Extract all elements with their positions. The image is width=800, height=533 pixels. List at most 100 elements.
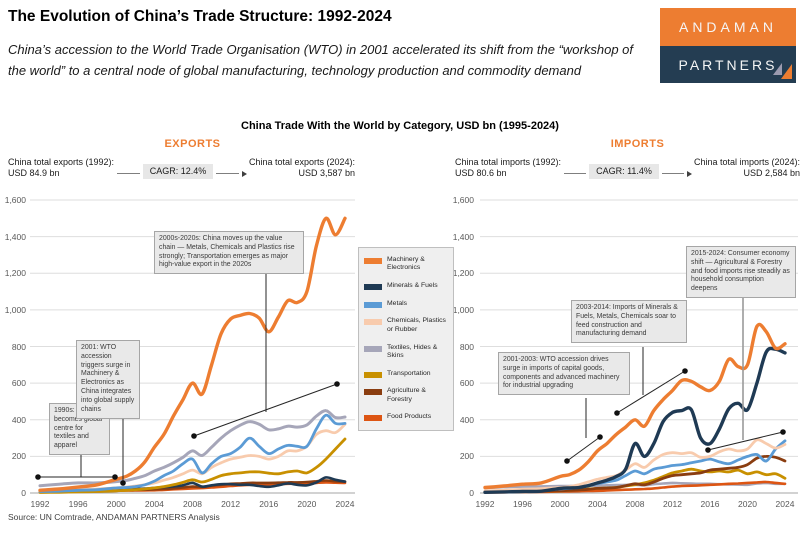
legend-item: Machinery & Electronics (364, 256, 448, 273)
page-subtitle: China’s accession to the World Trade Org… (8, 42, 633, 78)
legend-item: Minerals & Fuels (364, 282, 448, 291)
imports-cagr-right: China total imports (2024): USD 2,584 bn (694, 157, 800, 179)
imports-cagr-row: China total imports (1992): USD 80.6 bn … (455, 157, 800, 179)
arrow-right-icon (686, 171, 692, 177)
legend-item-label: Minerals & Fuels (387, 282, 438, 290)
legend-swatch (364, 389, 382, 396)
annotation-exports-2000s: 2000s-2020s: China moves up the value ch… (154, 231, 304, 275)
logo-top-band: ANDAMAN (660, 8, 796, 46)
annotation-dot (191, 433, 197, 439)
exports-cagr-left-line1: China total exports (1992): (8, 157, 115, 167)
y-tick-label: 200 (459, 451, 474, 462)
exports-label: EXPORTS (164, 138, 221, 150)
x-tick-label: 1992 (30, 499, 50, 509)
y-tick-label: 400 (11, 414, 26, 425)
y-tick-label: 1,400 (452, 231, 474, 242)
x-tick-label: 1992 (475, 499, 495, 509)
x-tick-label: 2004 (588, 499, 607, 509)
y-tick-label: 200 (11, 451, 26, 462)
legend-swatch (364, 301, 382, 308)
annotation-exports-2001: 2001: WTO accession triggers surge in Ma… (76, 340, 140, 419)
legend-item-label: Chemicals, Plastics or Rubber (387, 317, 446, 333)
y-tick-label: 1,000 (4, 304, 26, 315)
x-tick-label: 2024 (775, 499, 795, 509)
cagr-connector-line (117, 173, 140, 174)
legend-item-label: Agriculture & Forestry (387, 387, 426, 403)
annotation-imports-2001-2003: 2001-2003: WTO accession drives surge in… (498, 352, 630, 396)
x-tick-label: 2000 (550, 499, 570, 509)
x-tick-label: 2020 (297, 499, 317, 509)
imports-cagr-left: China total imports (1992): USD 80.6 bn (455, 157, 561, 179)
legend-item: Transportation (364, 370, 448, 378)
series-line (483, 322, 787, 490)
x-tick-label: 2024 (335, 499, 355, 509)
series-line (38, 437, 347, 494)
logo-line1: ANDAMAN (678, 19, 777, 35)
y-tick-label: 400 (459, 414, 474, 425)
exports-cagr-left-line2: USD 84.9 bn (8, 168, 60, 178)
exports-cagr-badge: CAGR: 12.4% (142, 164, 214, 179)
legend-swatch (364, 258, 382, 264)
x-tick-label: 2016 (700, 499, 720, 509)
series-line (483, 346, 787, 494)
y-tick-label: 0 (469, 488, 474, 498)
legend-item-label: Textiles, Hides & Skins (387, 343, 438, 360)
x-tick-label: 1996 (68, 499, 88, 509)
imports-plot (480, 199, 798, 494)
x-tick-label: 2020 (738, 499, 757, 509)
y-tick-label: 0 (21, 488, 26, 498)
x-tick-label: 2016 (259, 499, 279, 509)
annotation-dot (112, 474, 118, 480)
exports-y-axis: 0 200 400 600 800 1,000 1,200 1,400 1,600 (0, 195, 26, 498)
annotation-connector (616, 370, 686, 414)
annotation-dot (614, 410, 620, 416)
series-line (38, 413, 347, 493)
legend-swatch (364, 345, 382, 352)
legend-item-label: Transportation (387, 369, 431, 377)
legend-item: Textiles, Hides & Skins (364, 344, 448, 361)
page-title: The Evolution of China’s Trade Structure… (8, 8, 392, 25)
logo-line2: PARTNERS (678, 56, 778, 73)
exports-cagr-right-line2: USD 3,587 bn (298, 168, 355, 178)
x-tick-label: 2012 (663, 499, 682, 509)
imports-y-axis: 0 200 400 600 800 1,000 1,200 1,400 1,600 (444, 195, 474, 498)
series-line (483, 454, 787, 494)
andaman-partners-logo: ANDAMAN PARTNERS (660, 8, 796, 83)
annotation-dot (35, 474, 41, 480)
cagr-connector-line (216, 173, 239, 174)
annotation-connector (707, 431, 784, 451)
imports-label: IMPORTS (610, 138, 665, 150)
legend: Machinery & Electronics Minerals & Fuels M… (358, 247, 454, 431)
source-note: Source: UN Comtrade, ANDAMAN PARTNERS An… (8, 512, 220, 522)
annotation-imports-2015-2024: 2015-2024: Consumer economy shift — Agri… (686, 246, 796, 299)
x-tick-label: 1996 (513, 499, 532, 509)
exports-cagr-left: China total exports (1992): USD 84.9 bn (8, 157, 114, 179)
exports-panel: EXPORTS China total exports (1992): USD … (0, 138, 362, 528)
imports-panel: IMPORTS China total imports (1992): USD … (438, 138, 800, 528)
y-tick-label: 600 (11, 378, 26, 389)
annotation-dot (597, 434, 603, 440)
y-tick-label: 1,400 (4, 231, 26, 242)
legend-item: Chemicals, Plastics or Rubber (364, 317, 448, 334)
x-tick-label: 2004 (144, 499, 164, 509)
cagr-connector-line (661, 173, 684, 174)
annotation-dot (120, 480, 126, 486)
imports-cagr-left-line1: China total imports (1992): (455, 157, 562, 167)
annotation-dot (705, 447, 711, 453)
legend-item-label: Machinery & Electronics (387, 256, 425, 272)
sail-icon (773, 63, 782, 75)
exports-cagr-right: China total exports (2024): USD 3,587 bn (249, 157, 355, 179)
y-tick-label: 1,000 (452, 304, 474, 315)
y-tick-label: 1,600 (4, 195, 26, 205)
x-tick-label: 2000 (106, 499, 126, 509)
x-tick-label: 2008 (183, 499, 202, 509)
annotation-dot (564, 458, 570, 464)
y-tick-label: 1,200 (4, 268, 26, 279)
legend-item: Metals (364, 300, 448, 308)
y-tick-label: 1,200 (452, 268, 474, 279)
legend-item-label: Metals (387, 299, 408, 307)
imports-chart: 0 200 400 600 800 1,000 1,200 1,400 1,600 1992 19… (438, 195, 800, 525)
legend-item: Agriculture & Forestry (364, 387, 448, 404)
legend-swatch (364, 415, 382, 422)
legend-item-label: Food Products (387, 413, 432, 421)
